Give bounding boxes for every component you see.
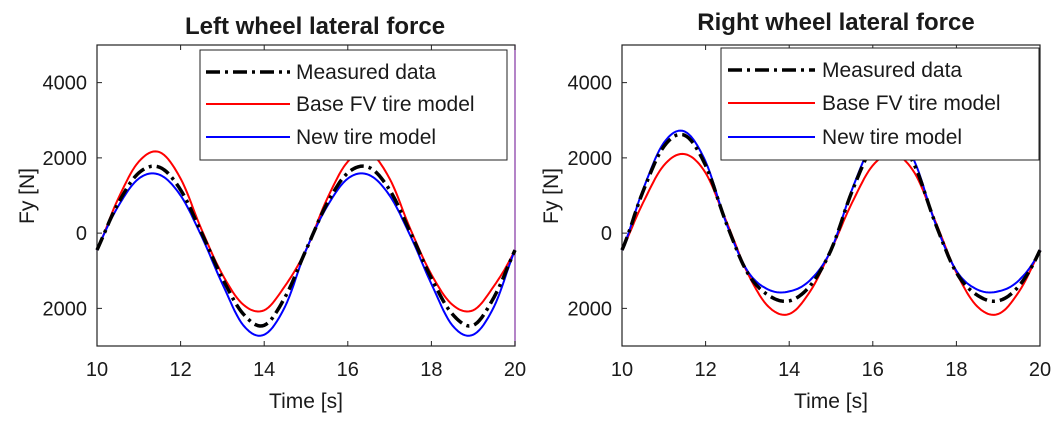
chart-right-xtick-label: 14 — [778, 359, 800, 381]
chart-right-series-base — [621, 152, 1041, 316]
chart-right-legend-label-new: New tire model — [822, 126, 962, 149]
chart-left-ytick-label: 4000 — [43, 73, 88, 95]
chart-right-xtick-label: 18 — [945, 359, 967, 381]
chart-left-legend-label-new: New tire model — [296, 126, 436, 149]
chart-left-plot-area — [95, 150, 517, 337]
chart-right-series-measured — [620, 132, 1042, 304]
chart-left-series-measured — [95, 164, 517, 328]
chart-left: Left wheel lateral force 10 12 14 16 18 20 400… — [16, 13, 526, 413]
chart-left-ticks: 10 12 14 16 18 20 4000 2000 0 2000 — [43, 45, 526, 381]
chart-right-legend: Measured data Base FV tire model New tir… — [720, 47, 1040, 161]
chart-right-ytick-label: 2000 — [568, 148, 613, 170]
chart-left-xtick-label: 14 — [253, 359, 275, 381]
chart-left-legend-label-base: Base FV tire model — [296, 93, 475, 116]
chart-right-title: Right wheel lateral force — [697, 9, 974, 36]
chart-right-ytick-label: 0 — [601, 223, 612, 245]
chart-right-ytick-label: 4000 — [568, 73, 613, 95]
chart-left-xtick-label: 20 — [504, 359, 526, 381]
chart-left-ytick-label: 0 — [76, 223, 87, 245]
chart-left-xtick-label: 12 — [169, 359, 191, 381]
chart-right-legend-label-measured: Measured data — [822, 59, 962, 82]
chart-left-title: Left wheel lateral force — [185, 13, 445, 40]
chart-left-legend-label-measured: Measured data — [296, 61, 436, 84]
chart-right-axes-box — [621, 44, 1041, 347]
chart-left-xlabel: Time [s] — [269, 390, 343, 413]
chart-right-ytick-label: 2000 — [568, 298, 613, 320]
chart-right-xtick-label: 12 — [694, 359, 716, 381]
chart-right-xtick-label: 20 — [1029, 359, 1051, 381]
chart-left-legend-box — [199, 49, 508, 161]
chart-right-xtick-label: 10 — [611, 359, 633, 381]
chart-left-legend: Measured data Base FV tire model New tir… — [199, 49, 508, 161]
chart-right-legend-label-base: Base FV tire model — [822, 92, 1001, 115]
chart-right: Right wheel lateral force 10 12 14 16 18 20 40… — [540, 9, 1051, 413]
chart-left-xtick-label: 18 — [420, 359, 442, 381]
chart-right-ticks: 10 12 14 16 18 20 4000 2000 0 2000 — [568, 45, 1051, 381]
chart-left-ylabel: Fy [N] — [16, 168, 39, 224]
chart-right-ylabel: Fy [N] — [540, 168, 563, 224]
chart-left-ytick-label: 2000 — [43, 298, 88, 320]
chart-right-xlabel: Time [s] — [794, 390, 868, 413]
chart-right-plot-area — [620, 129, 1042, 316]
chart-left-ytick-label: 2000 — [43, 148, 88, 170]
chart-left-xtick-label: 16 — [337, 359, 359, 381]
chart-left-series-new — [96, 172, 516, 337]
chart-right-xtick-label: 16 — [862, 359, 884, 381]
chart-left-xtick-label: 10 — [86, 359, 108, 381]
